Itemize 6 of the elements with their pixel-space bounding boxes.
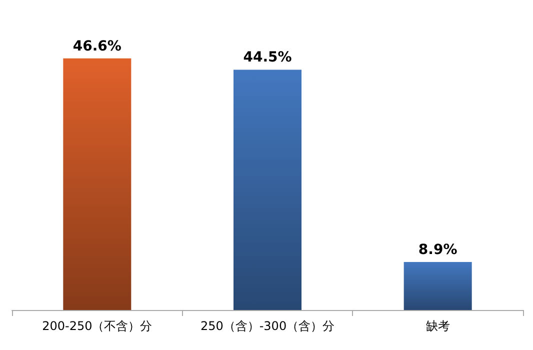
x-tick-label: 缺考 xyxy=(426,319,450,333)
x-tick-label: 250（含）-300（含）分 xyxy=(200,319,335,333)
data-label: 44.5% xyxy=(243,50,292,66)
x-tick-label: 200-250（不含）分 xyxy=(42,319,152,333)
data-label: 8.9% xyxy=(418,242,458,258)
data-label: 46.6% xyxy=(72,38,122,54)
